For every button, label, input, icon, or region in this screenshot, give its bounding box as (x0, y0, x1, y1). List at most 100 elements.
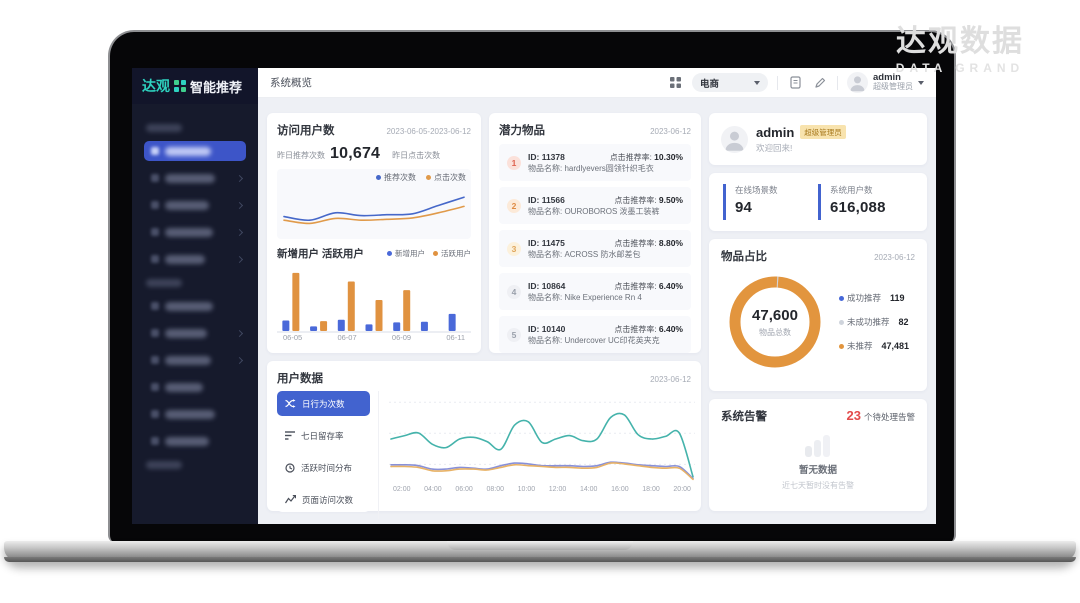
sidebar: 达观 智能推荐 (132, 68, 258, 524)
chevron-right-icon (235, 228, 244, 236)
potential-item-row[interactable]: 4 ID: 10864 点击推荐率: 6.40% 物品名称: Nike Expe… (499, 273, 691, 310)
scene-select[interactable]: 电商 (692, 73, 768, 92)
rank-badge: 4 (507, 284, 521, 299)
item-id: ID: 10864 (528, 280, 566, 291)
sidebar-section-label (144, 123, 246, 133)
chevron-right-icon (235, 174, 244, 182)
items-total-label: 物品总数 (759, 327, 791, 337)
pencil-icon[interactable] (812, 75, 828, 91)
sidebar-item[interactable] (144, 404, 246, 424)
daily-behavior-chart-area: 02:00 04:00 06:00 08:00 10:00 12:00 14:00 16:00… (379, 391, 695, 519)
potential-item-row[interactable]: 1 ID: 11378 点击推荐率: 10.30% 物品名称: hardlyev… (499, 144, 691, 181)
sidebar-item-active[interactable] (144, 141, 246, 161)
daily-behavior-line-chart (389, 401, 695, 481)
axis-tick-label: 06-11 (446, 333, 465, 342)
sidebar-item[interactable] (144, 377, 246, 397)
potential-card-date: 2023-06-12 (650, 127, 691, 136)
visit-users-card: 访问用户数 2023-06-05-2023-06-12 昨日推荐次数 10,67… (267, 113, 481, 353)
laptop-screen-bezel: 达观 智能推荐 系统概览 (108, 30, 956, 543)
laptop-base-edge (4, 557, 1076, 562)
legend-success-recommend[interactable]: 成功推荐 119 (839, 292, 909, 304)
item-id: ID: 11475 (528, 237, 565, 248)
item-ratio-title: 物品占比 (721, 251, 767, 263)
main-area: 系统概览 电商 (258, 68, 936, 524)
role-badge: 超级管理员 (800, 125, 846, 139)
item-id: ID: 11566 (528, 194, 565, 205)
item-ratio-card: 物品占比 2023-06-12 47,600 物品总数 (709, 239, 927, 391)
axis-tick-label: 04:00 (424, 486, 442, 493)
legend-dot (839, 295, 844, 301)
legend-new-users[interactable]: 新增用户 (387, 248, 425, 259)
sidebar-item[interactable] (144, 195, 246, 215)
brand-watermark: 达观数据 DATA GRAND (872, 16, 1048, 75)
item-ratio-date: 2023-06-12 (874, 253, 915, 262)
item-name: 物品名称: Undercover UC印花英夹克 (528, 335, 660, 345)
sidebar-section-label (144, 460, 246, 470)
item-name: 物品名称: ACROSS 防水邮差包 (528, 249, 641, 259)
users-bar-x-axis: 06-05 06-07 06-09 06-11 (277, 333, 471, 342)
document-icon[interactable] (787, 75, 803, 91)
sidebar-item[interactable] (144, 350, 246, 370)
visit-card-title: 访问用户数 (277, 125, 335, 137)
potential-item-row[interactable]: 2 ID: 11566 点击推荐率: 9.50% 物品名称: OUROBOROS… (499, 187, 691, 224)
dashboard-app: 达观 智能推荐 系统概览 (132, 68, 936, 524)
legend-not-recommended[interactable]: 未推荐 47,481 (839, 340, 909, 352)
sidebar-item[interactable] (144, 431, 246, 451)
axis-tick-label: 18:00 (642, 486, 660, 493)
no-data-subtitle: 近七天暂时没有告警 (782, 481, 854, 490)
item-rate: 点击推荐率: 8.80% (614, 237, 683, 248)
sidebar-item[interactable] (144, 296, 246, 316)
potential-item-row[interactable]: 5 ID: 10140 点击推荐率: 6.40% 物品名称: Undercove… (499, 316, 691, 353)
page-visit-count-button[interactable]: 页面访问次数 (277, 487, 370, 512)
item-id: ID: 10140 (528, 323, 566, 334)
legend-click-count[interactable]: 点击次数 (426, 172, 466, 183)
chevron-right-icon (235, 329, 244, 337)
items-total-value: 47,600 (752, 306, 798, 324)
sidebar-item[interactable] (144, 249, 246, 269)
legend-recommend-count[interactable]: 推荐次数 (376, 172, 416, 183)
system-alarm-card: 系统告警 23 个待处理告警 (709, 399, 927, 511)
sidebar-item[interactable] (144, 222, 246, 242)
daily-behavior-button[interactable]: 日行为次数 (277, 391, 370, 416)
legend-dot (387, 251, 392, 256)
potential-item-row[interactable]: 3 ID: 11475 点击推荐率: 8.80% 物品名称: ACROSS 防水… (499, 230, 691, 267)
legend-unsuccess-recommend[interactable]: 未成功推荐 82 (839, 316, 909, 328)
axis-tick-label: 06-09 (391, 333, 412, 342)
rank-badge: 5 (507, 327, 521, 342)
chevron-down-icon (754, 80, 760, 85)
user-name: admin (873, 71, 901, 83)
filter-icon (285, 431, 295, 440)
legend-dot (376, 175, 381, 180)
user-menu[interactable]: admin 超级管理员 (847, 72, 924, 93)
avatar (721, 125, 748, 153)
chevron-down-icon (918, 80, 924, 85)
clock-icon (285, 462, 295, 473)
legend-dot (433, 251, 438, 256)
user-data-title: 用户数据 (277, 373, 323, 385)
daily-behavior-x-axis: 02:00 04:00 06:00 08:00 10:00 12:00 14:00 16:00… (389, 486, 695, 493)
item-name: 物品名称: hardlyevers圆领针织毛衣 (528, 163, 654, 173)
grid-icon[interactable] (667, 75, 683, 91)
system-alarm-title: 系统告警 (721, 411, 767, 423)
topbar-actions: 电商 (667, 72, 924, 93)
online-scenes-value: 94 (735, 199, 753, 216)
sidebar-section-label (144, 278, 246, 288)
users-bar-chart (277, 272, 471, 333)
chevron-right-icon (235, 356, 244, 364)
no-data-bars-icon (803, 433, 833, 457)
axis-tick-label: 10:00 (517, 486, 536, 493)
sidebar-item[interactable] (144, 323, 246, 343)
app-logo: 达观 智能推荐 (132, 68, 258, 104)
topbar: 系统概览 电商 (258, 68, 936, 98)
axis-tick-label: 06:00 (455, 486, 473, 493)
alarm-count: 23 (846, 408, 861, 423)
user-data-card: 用户数据 2023-06-12 (267, 361, 701, 519)
seven-day-retention-button[interactable]: 七日留存率 (277, 423, 370, 448)
sidebar-item[interactable] (144, 168, 246, 188)
legend-active-users[interactable]: 活跃用户 (433, 248, 471, 259)
item-ratio-donut: 47,600 物品总数 (721, 268, 829, 376)
active-time-distribution-button[interactable]: 活跃时间分布 (277, 455, 370, 480)
axis-tick-label: 06-05 (283, 333, 303, 342)
user-role: 超级管理员 (873, 82, 913, 92)
scene-select-value: 电商 (700, 78, 720, 90)
